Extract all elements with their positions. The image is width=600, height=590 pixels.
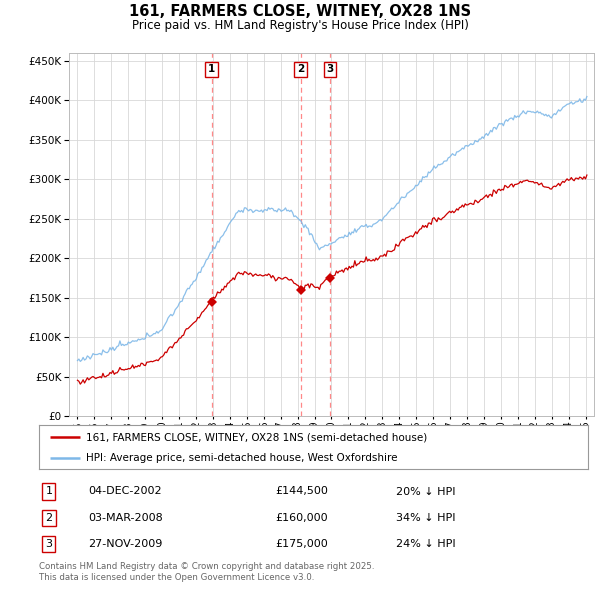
Text: 34% ↓ HPI: 34% ↓ HPI	[396, 513, 455, 523]
Text: 20% ↓ HPI: 20% ↓ HPI	[396, 487, 455, 496]
Text: 1: 1	[46, 487, 52, 496]
Text: 24% ↓ HPI: 24% ↓ HPI	[396, 539, 455, 549]
Text: 04-DEC-2002: 04-DEC-2002	[88, 487, 162, 496]
Text: 2: 2	[46, 513, 52, 523]
Text: HPI: Average price, semi-detached house, West Oxfordshire: HPI: Average price, semi-detached house,…	[86, 453, 397, 463]
Text: 1: 1	[208, 64, 215, 74]
Text: Contains HM Land Registry data © Crown copyright and database right 2025.
This d: Contains HM Land Registry data © Crown c…	[39, 562, 374, 582]
Text: 3: 3	[46, 539, 52, 549]
Text: Price paid vs. HM Land Registry's House Price Index (HPI): Price paid vs. HM Land Registry's House …	[131, 19, 469, 32]
Text: 161, FARMERS CLOSE, WITNEY, OX28 1NS: 161, FARMERS CLOSE, WITNEY, OX28 1NS	[129, 4, 471, 19]
Text: 03-MAR-2008: 03-MAR-2008	[88, 513, 163, 523]
Text: £144,500: £144,500	[275, 487, 328, 496]
Text: 2: 2	[297, 64, 304, 74]
Text: £160,000: £160,000	[275, 513, 328, 523]
Text: 27-NOV-2009: 27-NOV-2009	[88, 539, 163, 549]
Text: 3: 3	[326, 64, 334, 74]
Text: 161, FARMERS CLOSE, WITNEY, OX28 1NS (semi-detached house): 161, FARMERS CLOSE, WITNEY, OX28 1NS (se…	[86, 432, 427, 442]
Text: £175,000: £175,000	[275, 539, 328, 549]
